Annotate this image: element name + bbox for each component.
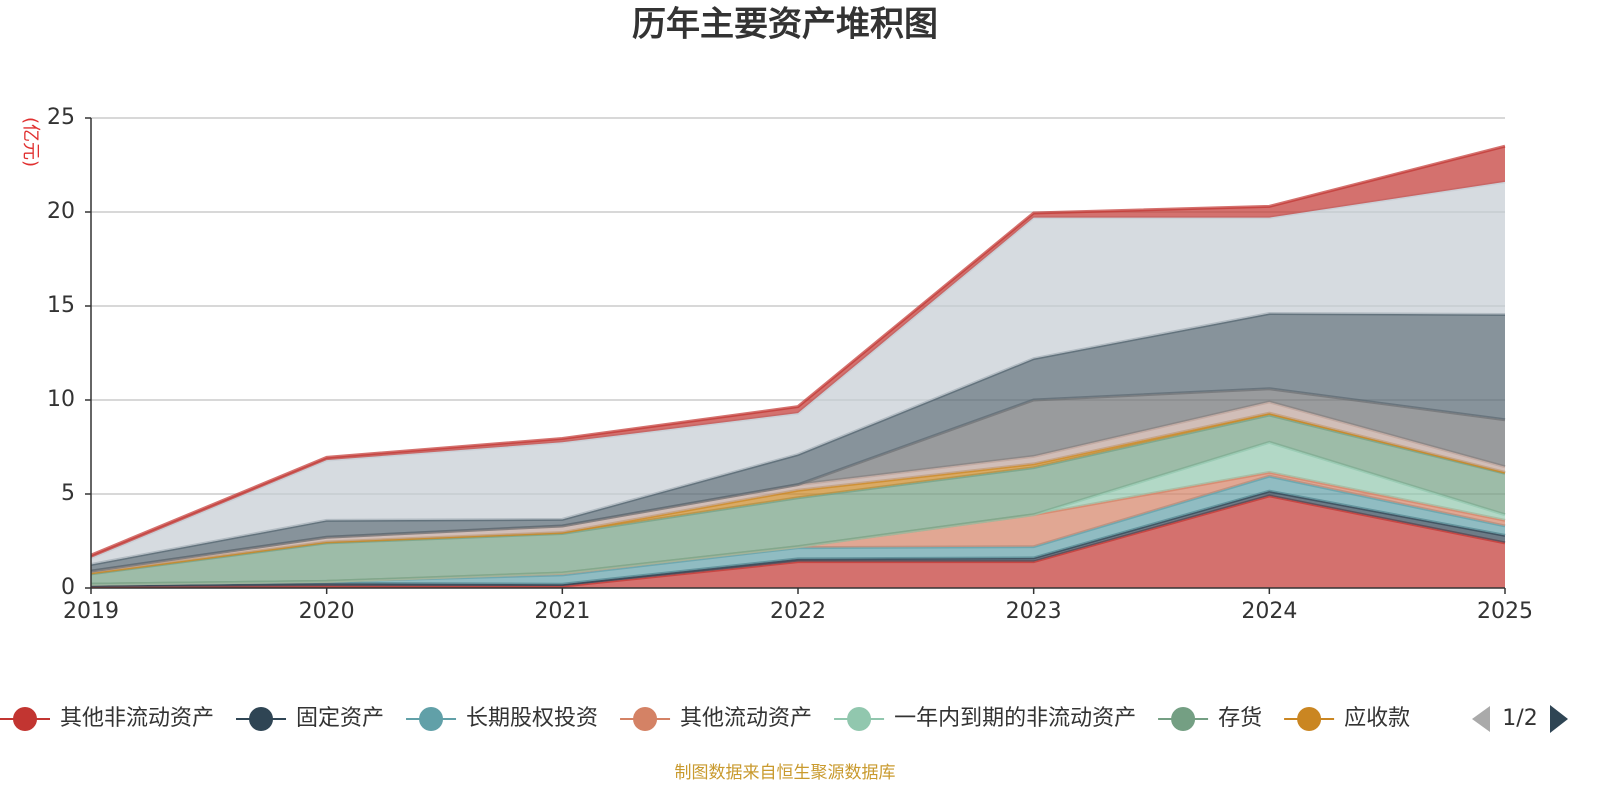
y-tick-label: 15 <box>47 293 75 318</box>
area-line <box>90 144 1506 557</box>
pager-prev[interactable] <box>1472 706 1490 732</box>
legend-item[interactable]: 存货 <box>1158 706 1262 731</box>
x-tick-label: 2024 <box>1241 599 1297 624</box>
y-tick-label: 20 <box>47 199 75 224</box>
area <box>91 401 1505 573</box>
x-tick-label: 2019 <box>63 599 119 624</box>
x-tick-label: 2025 <box>1477 599 1533 624</box>
legend-marker <box>633 707 658 731</box>
legend-label: 应收款 <box>1344 706 1410 731</box>
y-tick-label: 25 <box>47 105 75 130</box>
x-tick-label: 2020 <box>299 599 355 624</box>
legend-item[interactable]: 其他流动资产 <box>620 706 812 731</box>
legend: 其他非流动资产 固定资产 长期股权投资 其他流动资产 一年内到期的非流动资产 存货 应收款 1… <box>0 705 1568 733</box>
x-tick-label: 2023 <box>1006 599 1062 624</box>
source-note: 制图数据来自恒生聚源数据库 <box>675 763 896 783</box>
legend-label: 其他非流动资产 <box>60 706 214 731</box>
x-tick-label: 2022 <box>770 599 826 624</box>
chart-title: 历年主要资产堆积图 <box>632 5 938 45</box>
legend-label: 一年内到期的非流动资产 <box>894 706 1136 731</box>
legend-label: 其他流动资产 <box>680 706 812 731</box>
y-tick-label: 0 <box>61 575 75 600</box>
legend-marker <box>1297 707 1322 731</box>
legend-marker <box>249 707 274 731</box>
area <box>91 495 1505 588</box>
area <box>91 415 1505 585</box>
legend-marker <box>13 707 37 731</box>
x-tick-label: 2021 <box>534 599 590 624</box>
legend-marker <box>419 707 444 731</box>
y-axis-unit: (亿元) <box>20 117 41 167</box>
pager-label: 1/2 <box>1502 706 1537 731</box>
area <box>91 313 1505 572</box>
y-tick-label: 10 <box>47 387 75 412</box>
legend-item[interactable]: 长期股权投资 <box>406 706 598 731</box>
legend-label: 存货 <box>1218 706 1262 731</box>
legend-item[interactable]: 应收款 <box>1284 706 1410 731</box>
area <box>91 181 1505 565</box>
pager-next[interactable] <box>1550 705 1568 733</box>
y-tick-label: 5 <box>61 481 75 506</box>
legend-label: 长期股权投资 <box>466 706 598 731</box>
area <box>91 388 1505 572</box>
legend-marker <box>847 707 872 731</box>
area <box>91 472 1505 585</box>
area <box>91 146 1505 558</box>
legend-label: 固定资产 <box>296 706 384 731</box>
area <box>91 413 1505 574</box>
legend-marker <box>1171 707 1196 731</box>
legend-item[interactable]: 其他非流动资产 <box>0 706 214 731</box>
legend-item[interactable]: 一年内到期的非流动资产 <box>834 706 1136 731</box>
legend-item[interactable]: 固定资产 <box>236 706 384 731</box>
